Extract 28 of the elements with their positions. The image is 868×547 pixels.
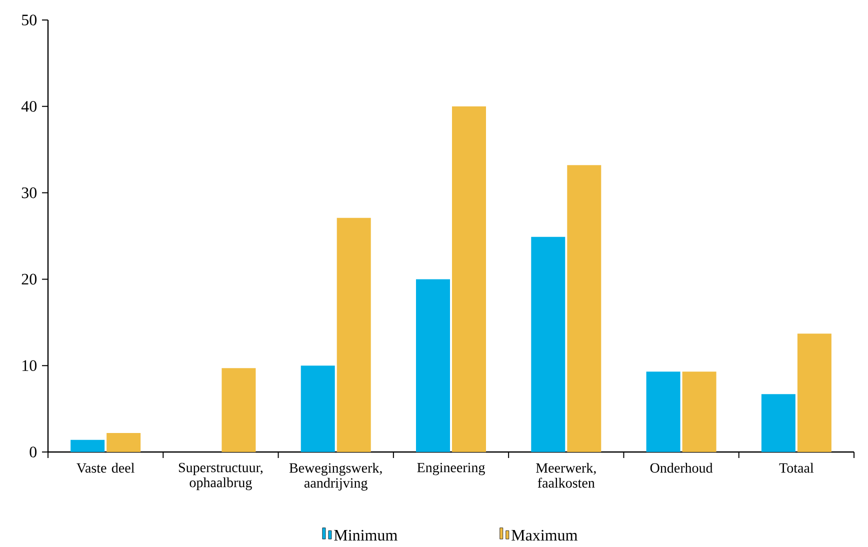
bar: [567, 165, 602, 452]
y-tick-label: 10: [22, 360, 37, 372]
bar: [106, 433, 141, 452]
bar: [646, 372, 680, 452]
bar: [222, 368, 256, 452]
y-tick-label: 50: [22, 14, 37, 26]
x-tick-label: Meerwerk, faalkosten: [536, 463, 596, 488]
x-tick-label: Totaal: [779, 463, 814, 473]
bar: [70, 440, 105, 452]
y-tick-label: 40: [21, 101, 37, 112]
x-tick-label: Engineering: [417, 463, 485, 476]
legend-label: Maximum: [512, 530, 578, 541]
bar: [416, 279, 450, 452]
x-tick-label: Vaste deel: [76, 463, 134, 473]
y-tick-label: 0: [30, 446, 37, 458]
x-tick-label: Superstructuur, ophaalbrug: [178, 463, 263, 490]
x-tick-label: Bewegingswerk, aandrijving: [289, 463, 382, 491]
bar: [531, 237, 566, 452]
bar: [797, 334, 832, 452]
legend-label: Minimum: [334, 530, 398, 541]
y-tick-label: 20: [22, 274, 37, 285]
bar: [300, 366, 335, 452]
bar: [336, 218, 371, 452]
y-tick-label: 30: [22, 188, 37, 198]
bar: [761, 394, 796, 452]
bar: [682, 372, 716, 452]
bar: [452, 106, 486, 452]
x-tick-label: Onderhoud: [650, 463, 713, 473]
